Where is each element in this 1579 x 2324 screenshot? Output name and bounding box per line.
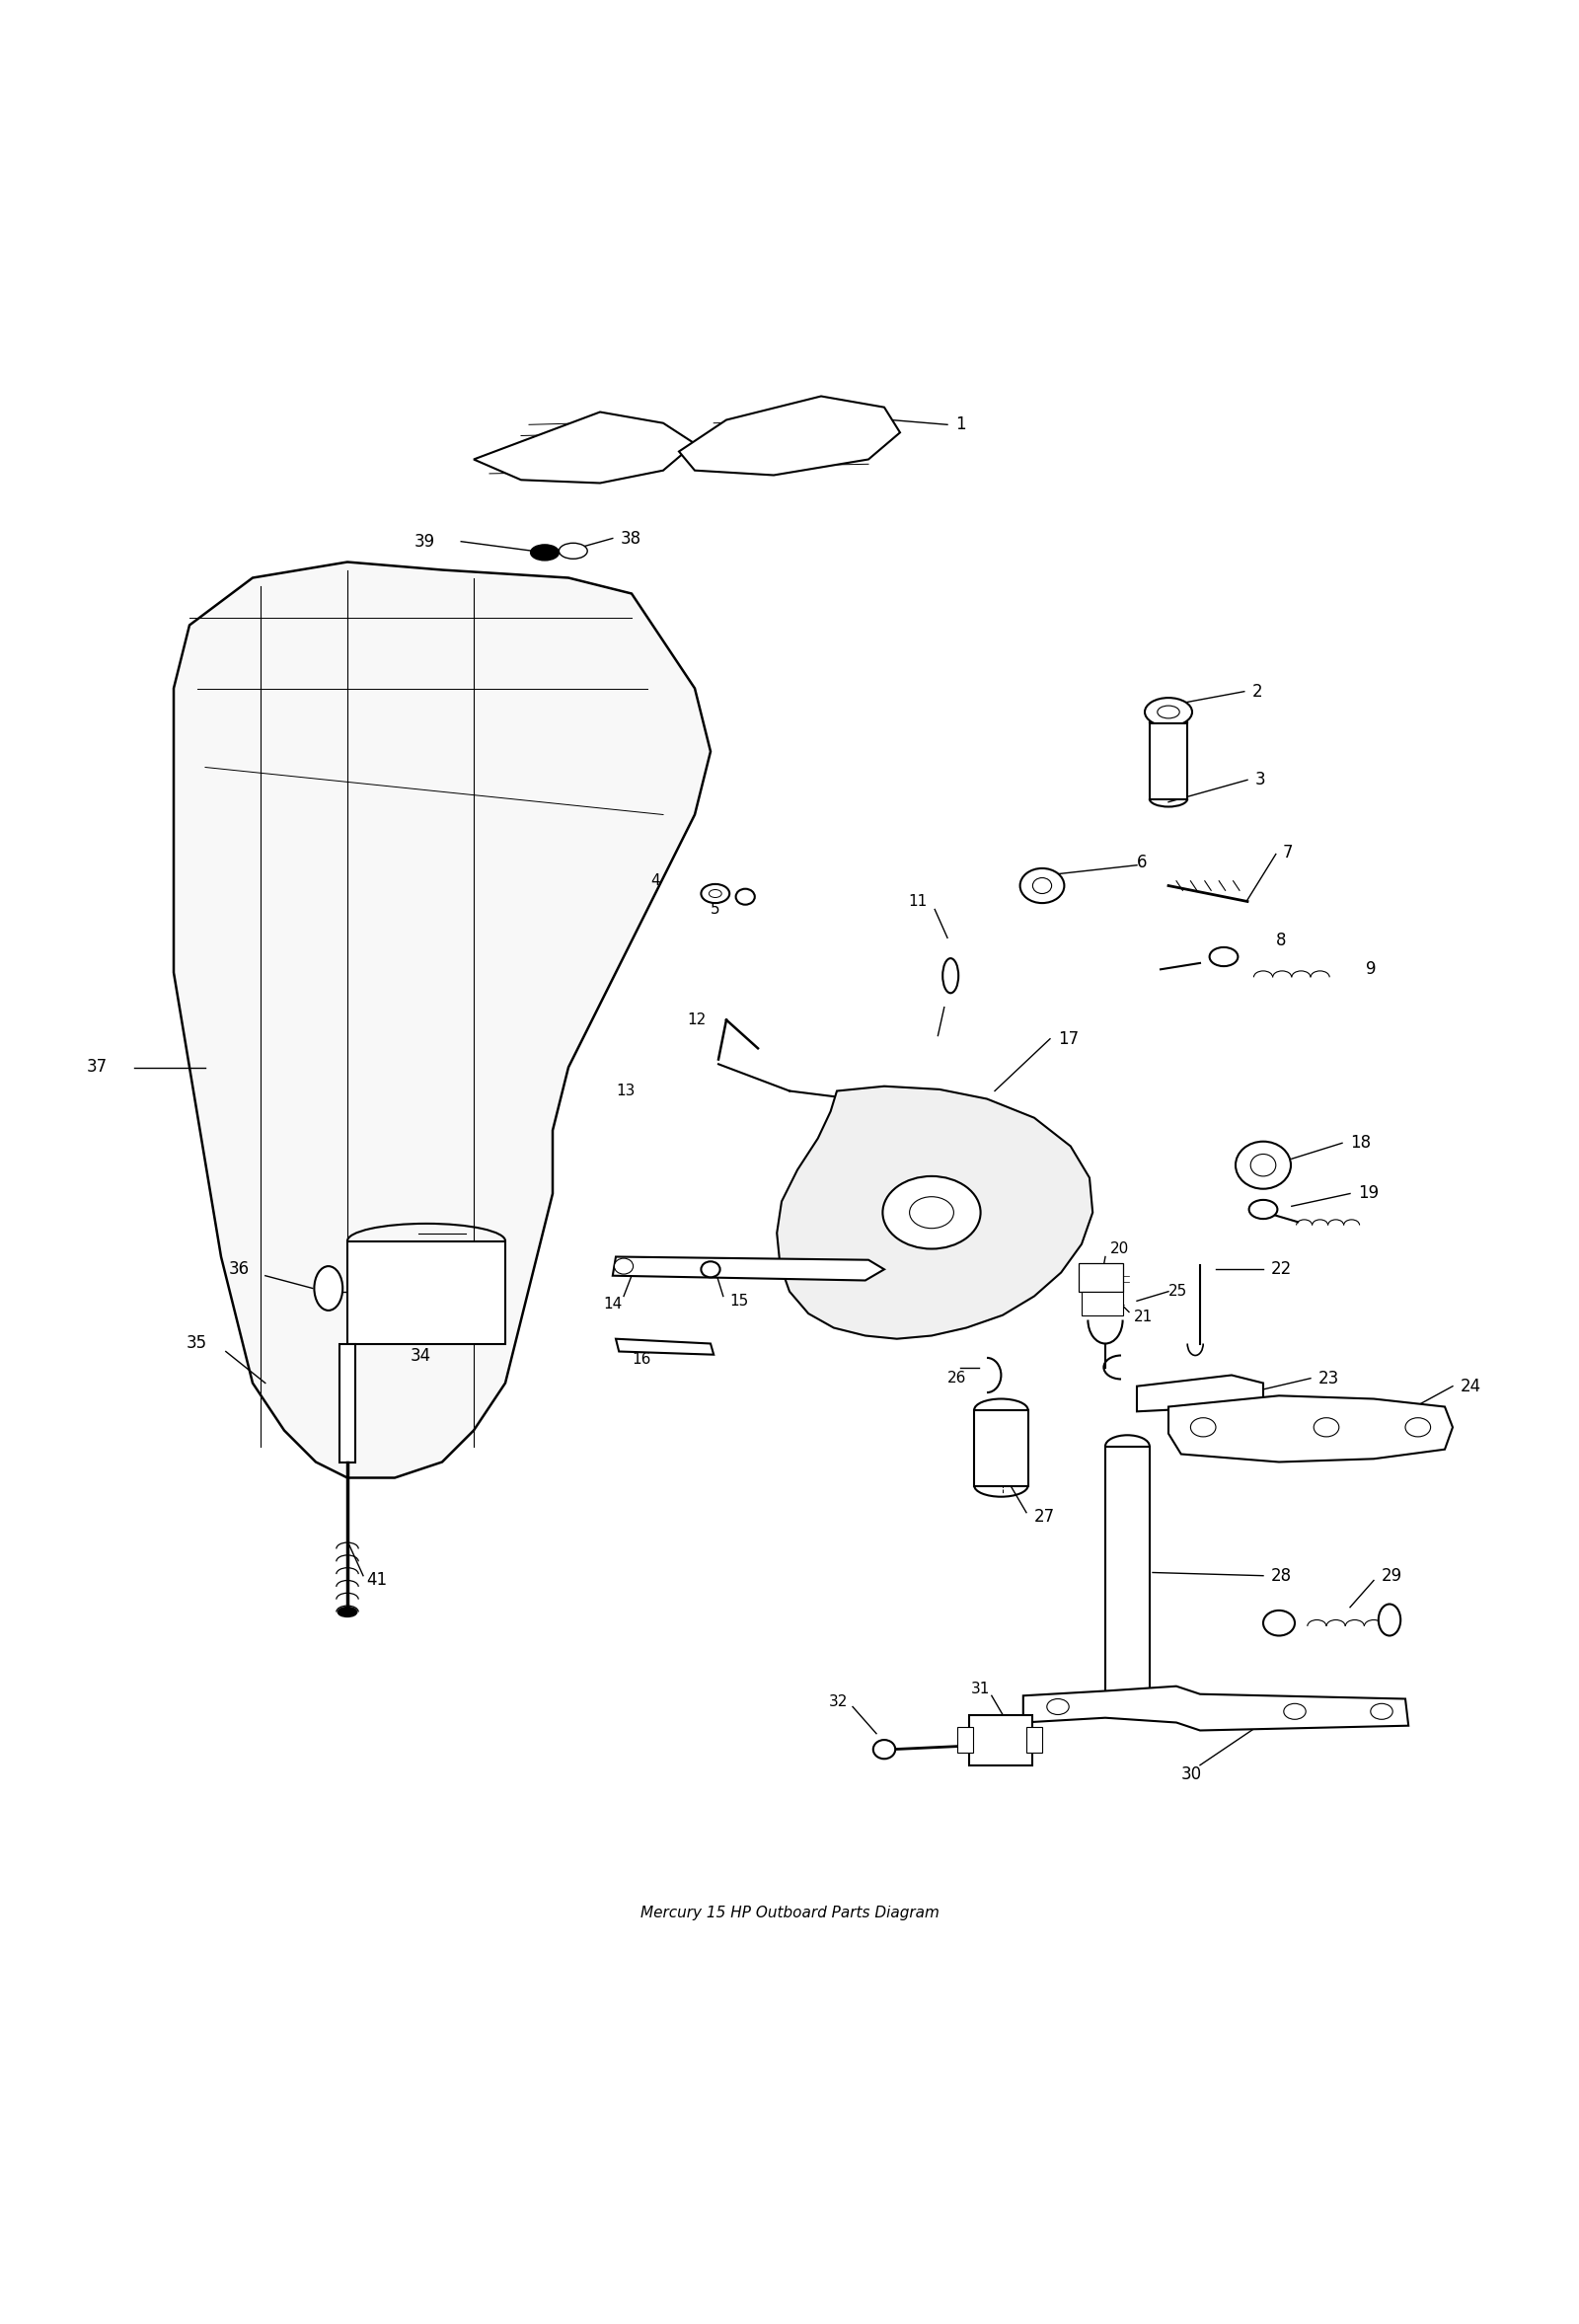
Text: 18: 18	[1350, 1134, 1371, 1153]
Bar	[1150, 723, 1187, 799]
Polygon shape	[1023, 1687, 1408, 1731]
Ellipse shape	[1191, 1418, 1216, 1436]
Ellipse shape	[910, 1197, 954, 1229]
Text: 32: 32	[829, 1694, 848, 1710]
Text: 9: 9	[1366, 960, 1377, 978]
Bar	[1078, 1262, 1123, 1292]
Ellipse shape	[1405, 1418, 1431, 1436]
Text: 23: 23	[1318, 1369, 1339, 1387]
Text: Mercury 15 HP Outboard Parts Diagram: Mercury 15 HP Outboard Parts Diagram	[639, 1906, 940, 1920]
Text: 29: 29	[1382, 1566, 1402, 1585]
Text: 20: 20	[1110, 1241, 1129, 1257]
Ellipse shape	[1251, 1155, 1276, 1176]
Ellipse shape	[1020, 869, 1064, 904]
Text: 22: 22	[1271, 1260, 1292, 1278]
Ellipse shape	[1157, 706, 1180, 718]
Ellipse shape	[314, 1267, 343, 1311]
Text: 37: 37	[87, 1057, 107, 1076]
Text: 31: 31	[971, 1683, 990, 1697]
Ellipse shape	[1249, 1199, 1277, 1218]
Text: 5: 5	[711, 902, 720, 916]
Text: 19: 19	[1358, 1185, 1378, 1202]
Text: 4: 4	[651, 874, 660, 888]
Text: 24: 24	[1461, 1378, 1481, 1394]
Text: 3: 3	[1255, 772, 1266, 788]
Ellipse shape	[1047, 1699, 1069, 1715]
Bar	[1082, 1292, 1123, 1315]
Bar	[974, 1411, 1028, 1485]
Polygon shape	[679, 395, 900, 474]
Ellipse shape	[701, 883, 729, 904]
Polygon shape	[613, 1257, 884, 1281]
Bar	[957, 1727, 973, 1752]
Text: 7: 7	[1282, 844, 1293, 862]
Bar	[1105, 1446, 1150, 1692]
Text: 39: 39	[414, 532, 434, 551]
Ellipse shape	[701, 1262, 720, 1278]
Ellipse shape	[1378, 1604, 1401, 1636]
Text: 34: 34	[411, 1348, 431, 1364]
Text: 6: 6	[1137, 853, 1148, 872]
Ellipse shape	[338, 1608, 357, 1618]
Polygon shape	[777, 1085, 1093, 1339]
Ellipse shape	[1033, 878, 1052, 895]
Ellipse shape	[614, 1257, 633, 1274]
Ellipse shape	[531, 544, 559, 560]
Text: 15: 15	[729, 1294, 748, 1308]
Ellipse shape	[1235, 1141, 1292, 1190]
Text: 38: 38	[621, 530, 641, 546]
Bar	[1026, 1727, 1042, 1752]
Polygon shape	[1168, 1397, 1453, 1462]
Text: 11: 11	[908, 895, 927, 909]
Text: 17: 17	[1058, 1030, 1078, 1048]
Ellipse shape	[1145, 697, 1192, 725]
Text: 12: 12	[687, 1013, 706, 1027]
Ellipse shape	[873, 1741, 895, 1759]
Ellipse shape	[1263, 1611, 1295, 1636]
Polygon shape	[474, 411, 695, 483]
Text: 8: 8	[1276, 932, 1287, 951]
Bar	[347, 1241, 505, 1343]
Text: 16: 16	[632, 1353, 651, 1367]
Polygon shape	[1137, 1376, 1263, 1411]
Text: 35: 35	[186, 1334, 207, 1353]
Text: 30: 30	[1181, 1766, 1202, 1783]
Ellipse shape	[1314, 1418, 1339, 1436]
Bar	[970, 1715, 1033, 1766]
Ellipse shape	[1284, 1703, 1306, 1720]
Polygon shape	[174, 562, 711, 1478]
Text: 14: 14	[603, 1297, 622, 1311]
Text: 21: 21	[1134, 1308, 1153, 1325]
Ellipse shape	[883, 1176, 981, 1248]
Ellipse shape	[559, 544, 587, 558]
Ellipse shape	[1210, 948, 1238, 967]
Bar	[339, 1343, 355, 1462]
Text: 26: 26	[947, 1371, 966, 1385]
Text: 25: 25	[1168, 1285, 1187, 1299]
Ellipse shape	[1371, 1703, 1393, 1720]
Text: 28: 28	[1271, 1566, 1292, 1585]
Text: 1: 1	[955, 416, 966, 435]
Ellipse shape	[736, 888, 755, 904]
Text: 41: 41	[366, 1571, 387, 1590]
Text: 27: 27	[1034, 1508, 1055, 1527]
Ellipse shape	[943, 957, 958, 992]
Text: 13: 13	[616, 1083, 635, 1099]
Polygon shape	[616, 1339, 714, 1355]
Ellipse shape	[709, 890, 722, 897]
Text: 2: 2	[1252, 683, 1263, 700]
Text: 36: 36	[229, 1260, 249, 1278]
